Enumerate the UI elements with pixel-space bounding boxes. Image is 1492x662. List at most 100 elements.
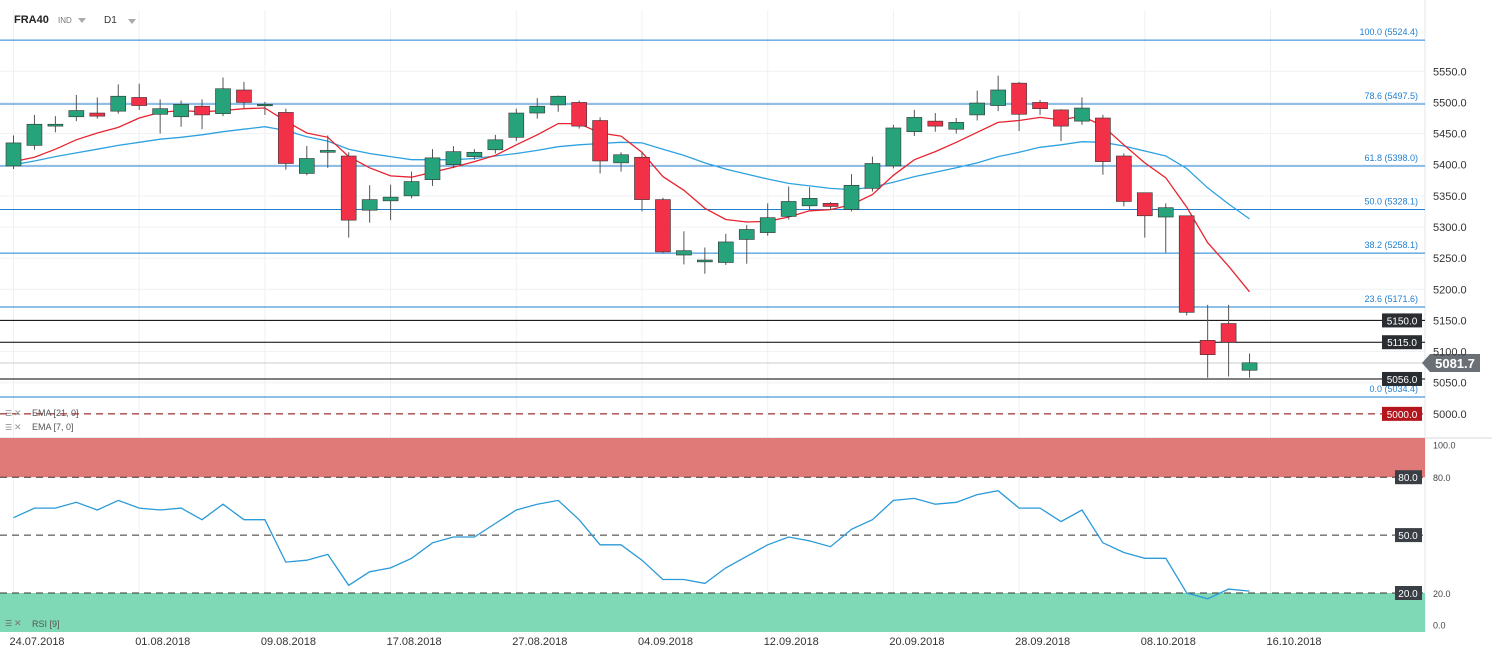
close-icon[interactable]: ✕ [14, 422, 22, 432]
candle[interactable] [194, 99, 210, 130]
candle-body[interactable] [47, 123, 64, 127]
candle-body[interactable] [424, 157, 441, 180]
candle-body[interactable] [948, 122, 965, 130]
candle-body[interactable] [571, 102, 587, 127]
candle-body[interactable] [801, 198, 818, 207]
candle[interactable] [969, 90, 986, 121]
candle-body[interactable] [215, 88, 231, 114]
candle[interactable] [466, 149, 483, 160]
candle[interactable] [927, 113, 944, 132]
candle[interactable] [361, 185, 378, 223]
candle-body[interactable] [361, 199, 378, 211]
candle[interactable] [1178, 215, 1195, 316]
candle-body[interactable] [1220, 323, 1237, 343]
candles-layer[interactable] [5, 75, 1258, 378]
candle[interactable] [152, 99, 168, 134]
candle-body[interactable] [655, 199, 671, 253]
candle-body[interactable] [194, 105, 210, 116]
candle-body[interactable] [298, 158, 315, 174]
candle-body[interactable] [529, 105, 546, 114]
candle[interactable] [89, 97, 106, 119]
candle[interactable] [1116, 153, 1132, 207]
candle-body[interactable] [26, 123, 43, 146]
candle[interactable] [110, 84, 127, 114]
candle-body[interactable] [1095, 117, 1111, 162]
candle[interactable] [1157, 203, 1174, 253]
candle[interactable] [1011, 81, 1027, 132]
candle[interactable] [1199, 304, 1216, 378]
candle-body[interactable] [5, 142, 22, 167]
symbol-label[interactable]: FRA40 [14, 14, 49, 26]
candle-body[interactable] [1241, 362, 1258, 371]
candle[interactable] [571, 100, 587, 129]
candle-body[interactable] [634, 156, 650, 200]
candle[interactable] [634, 152, 650, 212]
candle[interactable] [801, 187, 818, 211]
candle-body[interactable] [738, 229, 755, 240]
candle-body[interactable] [89, 112, 106, 117]
candle-body[interactable] [445, 151, 462, 166]
candle-body[interactable] [131, 97, 147, 106]
candle[interactable] [843, 174, 860, 212]
candle-body[interactable] [592, 120, 608, 162]
candle[interactable] [1137, 192, 1153, 238]
candle[interactable] [382, 184, 399, 221]
chevron-down-icon[interactable] [128, 19, 136, 24]
candle-body[interactable] [68, 110, 85, 118]
candle[interactable] [1032, 99, 1048, 115]
candle[interactable] [1074, 97, 1090, 125]
candle-body[interactable] [110, 95, 127, 112]
candle[interactable] [403, 171, 420, 199]
candle[interactable] [592, 117, 608, 174]
candle-body[interactable] [1116, 155, 1132, 202]
candle-body[interactable] [1053, 109, 1069, 127]
indicator-ema21[interactable]: ☰ ✕ EMA [21, 0] [5, 408, 79, 418]
candle[interactable] [717, 233, 734, 265]
candle-body[interactable] [173, 104, 189, 118]
candle[interactable] [26, 114, 43, 150]
candle[interactable] [738, 225, 755, 264]
menu-icon[interactable]: ☰ [5, 409, 12, 418]
candle[interactable] [613, 152, 629, 172]
candle[interactable] [278, 108, 294, 170]
candle[interactable] [759, 203, 776, 236]
candle-body[interactable] [403, 181, 420, 197]
candle-body[interactable] [466, 151, 483, 157]
candle[interactable] [215, 77, 231, 117]
candle-body[interactable] [885, 127, 902, 167]
candle[interactable] [655, 197, 671, 254]
candle[interactable] [298, 146, 315, 176]
candle[interactable] [340, 152, 357, 238]
candle[interactable] [445, 146, 462, 168]
candle-body[interactable] [1032, 102, 1048, 109]
candle-body[interactable] [927, 120, 944, 127]
candle-body[interactable] [1011, 82, 1027, 115]
candle[interactable] [948, 118, 965, 134]
candle[interactable] [550, 95, 567, 112]
candle[interactable] [822, 202, 839, 210]
candle[interactable] [1241, 353, 1258, 378]
candle[interactable] [780, 186, 797, 220]
candle-body[interactable] [697, 259, 713, 263]
candle-body[interactable] [822, 203, 839, 207]
candle[interactable] [1053, 109, 1069, 142]
candle-body[interactable] [717, 241, 734, 263]
candle[interactable] [885, 124, 902, 169]
instrument-header[interactable]: FRA40 IND D1 [14, 14, 136, 26]
candle[interactable] [697, 247, 713, 274]
candle-body[interactable] [550, 95, 567, 106]
candle-body[interactable] [1137, 192, 1153, 217]
candle[interactable] [319, 135, 336, 168]
close-icon[interactable]: ✕ [14, 408, 22, 418]
candle[interactable] [47, 116, 64, 133]
candle[interactable] [68, 94, 85, 122]
candle[interactable] [864, 156, 881, 192]
candle[interactable] [5, 135, 22, 170]
close-icon[interactable]: ✕ [14, 618, 22, 628]
candle-body[interactable] [1157, 207, 1174, 218]
candle[interactable] [1220, 304, 1237, 377]
candle-body[interactable] [152, 108, 168, 115]
candle-body[interactable] [843, 184, 860, 210]
indicator-ema7[interactable]: ☰ ✕ EMA [7, 0] [5, 422, 74, 432]
candle-body[interactable] [780, 201, 797, 217]
